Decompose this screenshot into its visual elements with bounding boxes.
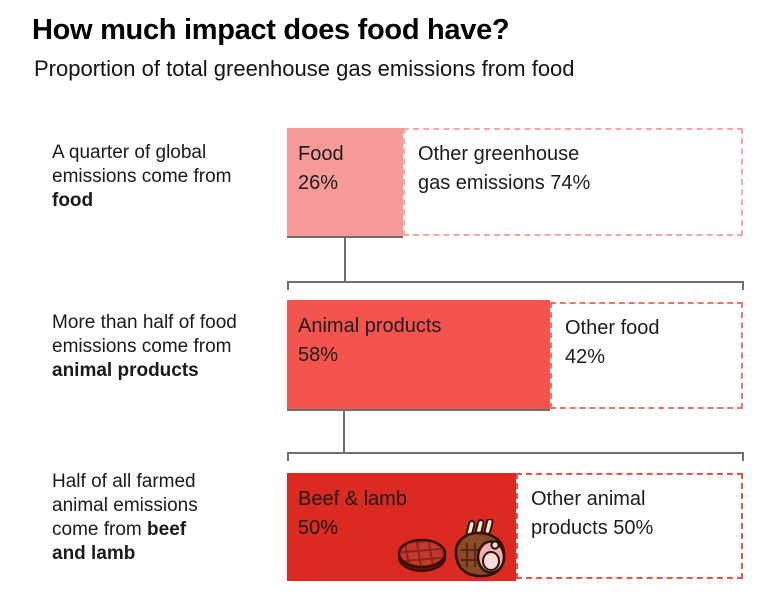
annotation-animal-bold: animal products [52, 360, 199, 381]
connector-stem-2 [343, 411, 345, 453]
annotation-beef-line3-bold: beef [147, 519, 187, 540]
page-title: How much impact does food have? [32, 14, 510, 46]
annotation-beef-line3-pre: come from [52, 519, 142, 540]
page-subtitle: Proportion of total greenhouse gas emiss… [34, 56, 575, 81]
annotation-animal-line1: More than half of food [52, 312, 237, 333]
bar-other-ghg-segment: Other greenhouse gas emissions 74% [403, 128, 743, 236]
ham-leg-icon [454, 519, 506, 578]
bar-animal-label: Animal products [298, 315, 442, 337]
bar-food-value: 26% [298, 172, 339, 194]
bar-other-food-segment: Other food 42% [550, 302, 743, 409]
bar-animal-value: 58% [298, 344, 339, 366]
bar-other-food-value: 42% [565, 346, 606, 368]
bar-other-animal-products-segment: Other animal products 50% [516, 473, 743, 579]
annotation-food-line1: A quarter of global [52, 142, 207, 163]
annotation-animal-line2: emissions come from [52, 336, 232, 357]
connector-bracket-1 [287, 281, 744, 290]
annotation-beef-line4-bold: and lamb [52, 543, 136, 564]
annotation-food-bold: food [52, 190, 94, 211]
annotation-food-line2: emissions come from [52, 166, 232, 187]
annotation-food: A quarter of global emissions come from … [52, 141, 267, 213]
bar-beef-label: Beef & lamb [298, 488, 407, 510]
bar-food-segment: Food 26% [287, 128, 403, 238]
steak-icon [397, 538, 447, 572]
annotation-beef-line2: animal emissions [52, 495, 198, 516]
bar-animal-products-segment: Animal products 58% [287, 300, 550, 411]
connector-stem-1 [344, 238, 346, 281]
bar-other-food-label: Other food [565, 317, 660, 339]
connector-bracket-2 [287, 452, 744, 461]
bar-food-label: Food [298, 143, 344, 165]
bar-other-ghg-label-line2: gas emissions 74% [418, 172, 591, 194]
bar-other-animal-label-line1: Other animal [531, 488, 646, 510]
bar-other-animal-label-line2: products 50% [531, 517, 654, 539]
annotation-beef-lamb: Half of all farmed animal emissions come… [52, 470, 267, 566]
bar-beef-value: 50% [298, 517, 339, 539]
bar-other-ghg-label-line1: Other greenhouse [418, 143, 580, 165]
annotation-animal-products: More than half of food emissions come fr… [52, 311, 267, 383]
annotation-beef-line1: Half of all farmed [52, 471, 196, 492]
